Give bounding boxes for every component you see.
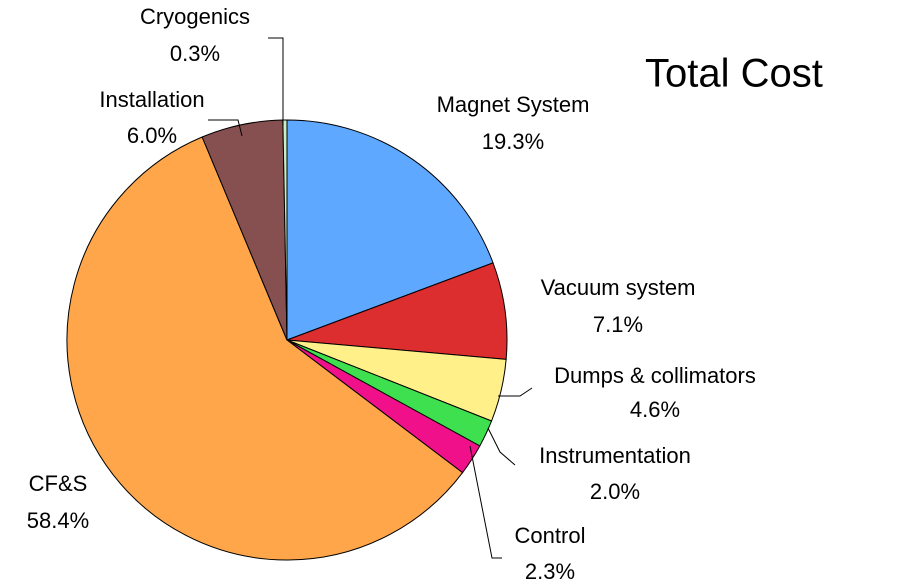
slice-label: Cryogenics	[140, 4, 250, 29]
slice-label: Installation	[99, 87, 204, 112]
leader-line	[268, 37, 284, 126]
slice-label: Dumps & collimators	[554, 363, 756, 388]
pie-slice	[66, 136, 464, 561]
slice-value-label: 7.1%	[593, 312, 643, 337]
slice-label: Magnet System	[437, 92, 590, 117]
slice-value-label: 19.3%	[482, 129, 544, 154]
slice-value-label: 0.3%	[170, 41, 220, 66]
slice-label: Control	[515, 523, 586, 548]
slice-label: Vacuum system	[541, 275, 696, 300]
chart-title: Total Cost	[645, 52, 823, 96]
leader-line	[498, 387, 533, 397]
slice-value-label: 58.4%	[27, 508, 89, 533]
leader-line	[208, 119, 243, 137]
slice-value-label: 2.3%	[525, 559, 575, 584]
pie-slice	[286, 119, 494, 341]
slice-value-label: 2.0%	[590, 479, 640, 504]
slice-label: Instrumentation	[539, 443, 691, 468]
slice-value-label: 6.0%	[127, 123, 177, 148]
leader-line	[487, 427, 516, 466]
slice-label: CF&S	[29, 471, 88, 496]
leader-line	[469, 445, 502, 559]
slice-value-label: 4.6%	[630, 397, 680, 422]
